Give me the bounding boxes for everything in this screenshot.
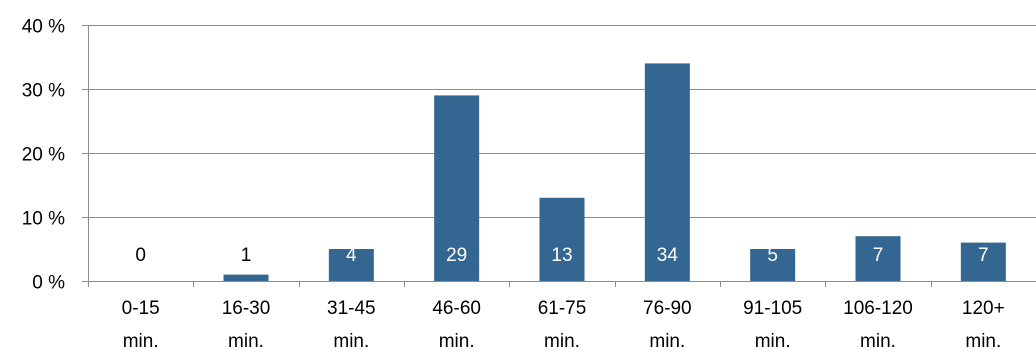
bar bbox=[750, 249, 796, 281]
x-tick-label: 16-30 min. bbox=[222, 298, 271, 352]
data-label: 0 bbox=[135, 245, 146, 266]
x-tick-label: 46-60 min. bbox=[432, 298, 481, 352]
data-label: 7 bbox=[978, 245, 989, 266]
x-tick-label: 31-45 min. bbox=[327, 298, 376, 352]
data-label: 34 bbox=[657, 245, 679, 266]
data-label: 4 bbox=[346, 245, 357, 266]
bar bbox=[539, 197, 585, 281]
y-tick-label: 20 % bbox=[22, 145, 65, 166]
bars bbox=[223, 63, 1006, 282]
gridlines bbox=[88, 25, 1036, 282]
bar bbox=[855, 236, 901, 281]
y-tick-label: 30 % bbox=[22, 81, 65, 102]
data-label: 1 bbox=[241, 245, 252, 266]
x-tick-label: 120+ min. bbox=[962, 298, 1005, 352]
bar bbox=[328, 249, 374, 281]
x-tick-label: 76-90 min. bbox=[643, 298, 692, 352]
x-tick-label: 0-15 min. bbox=[122, 298, 160, 352]
x-tick-label: 91-105 min. bbox=[743, 298, 802, 352]
y-tick-label: 0 % bbox=[32, 273, 65, 294]
data-label: 13 bbox=[551, 245, 572, 266]
bar bbox=[223, 274, 269, 281]
bar bbox=[960, 242, 1006, 281]
bar bbox=[434, 95, 480, 282]
data-label: 7 bbox=[873, 245, 884, 266]
y-tick-label: 10 % bbox=[22, 209, 65, 230]
labels: 0 %10 %20 %30 %40 %0-15 min.016-30 min.131… bbox=[22, 17, 1005, 353]
x-tick-label: 106-120 min. bbox=[843, 298, 913, 352]
x-tick-label: 61-75 min. bbox=[538, 298, 587, 352]
bar bbox=[644, 63, 690, 282]
y-tick-label: 40 % bbox=[22, 17, 65, 38]
data-label: 29 bbox=[446, 245, 467, 266]
axes bbox=[82, 25, 932, 287]
data-label: 5 bbox=[767, 245, 778, 266]
